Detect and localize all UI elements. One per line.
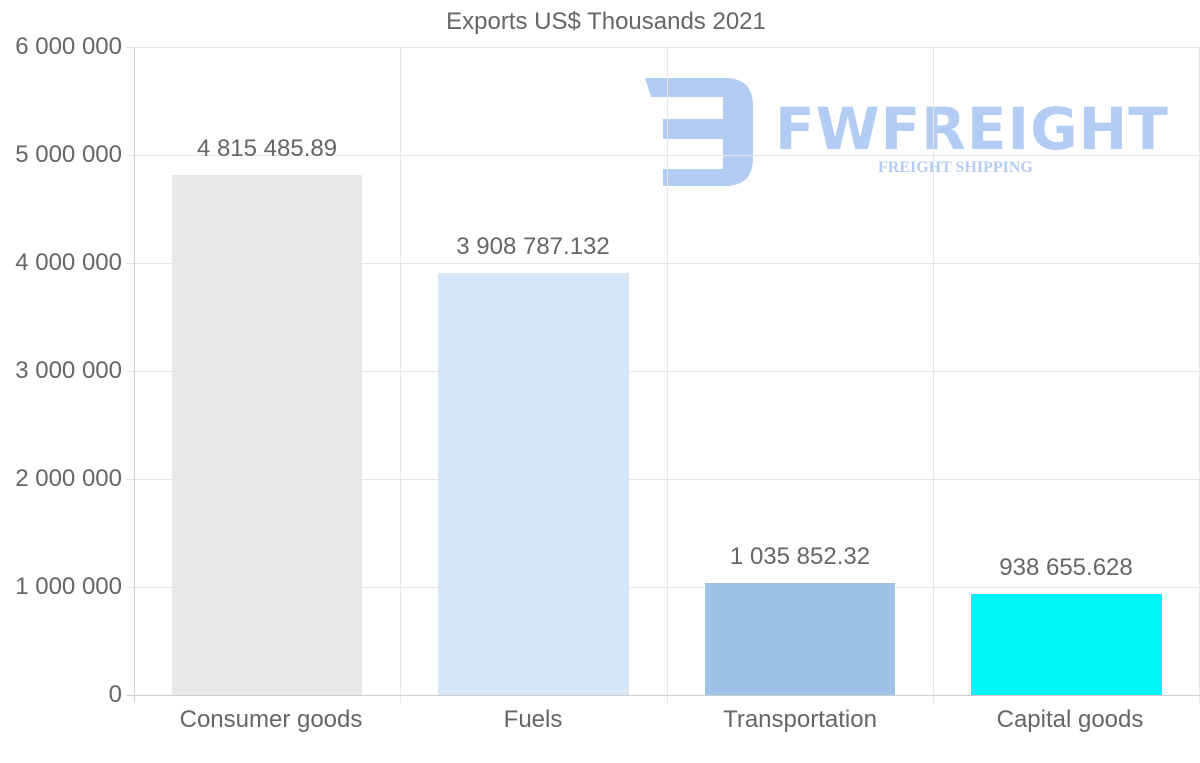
gridline [126, 587, 1200, 588]
value-label: 938 655.628 [999, 554, 1133, 581]
y-tick-label: 4 000 000 [15, 249, 122, 276]
fwfreight-watermark-logo: FWFREIGHT FREIGHT SHIPPING [645, 73, 1168, 188]
value-label: 1 035 852.32 [729, 543, 871, 570]
gridline [126, 371, 1200, 372]
gridline [126, 155, 1200, 156]
y-tick-label: 3 000 000 [15, 357, 122, 384]
value-label: 4 815 485.89 [196, 135, 338, 162]
bar-consumer-goods[interactable] [172, 175, 362, 695]
fwfreight-logo-icon [645, 78, 753, 186]
gridline [126, 479, 1200, 480]
bar-fuels[interactable] [438, 273, 629, 695]
x-axis-line [126, 695, 1200, 696]
x-tick-label: Fuels [503, 706, 563, 733]
x-tick-label: Consumer goods [179, 706, 363, 733]
x-tick-label: Capital goods [996, 706, 1144, 733]
gridline [126, 47, 1200, 48]
watermark-brand: FWFREIGHT [775, 95, 1169, 163]
y-tick-label: 0 [108, 681, 122, 708]
gridline [667, 47, 668, 703]
bar-capital-goods[interactable] [971, 594, 1162, 695]
value-label: 3 908 787.132 [456, 233, 610, 260]
y-tick-label: 5 000 000 [15, 141, 122, 168]
plot-area: 4 815 485.89 3 908 787.132 1 035 852.32 … [126, 47, 1200, 703]
gridline [400, 47, 401, 703]
gridline [933, 47, 934, 703]
y-tick-label: 2 000 000 [15, 465, 122, 492]
watermark-tagline: FREIGHT SHIPPING [878, 159, 1033, 176]
gridline [126, 263, 1200, 264]
bar-transportation[interactable] [705, 583, 895, 695]
y-axis-line [134, 47, 135, 703]
chart-title: Exports US$ Thousands 2021 [446, 8, 766, 35]
y-tick-label: 6 000 000 [15, 33, 122, 60]
x-tick-label: Transportation [723, 706, 877, 733]
y-tick-label: 1 000 000 [15, 573, 122, 600]
